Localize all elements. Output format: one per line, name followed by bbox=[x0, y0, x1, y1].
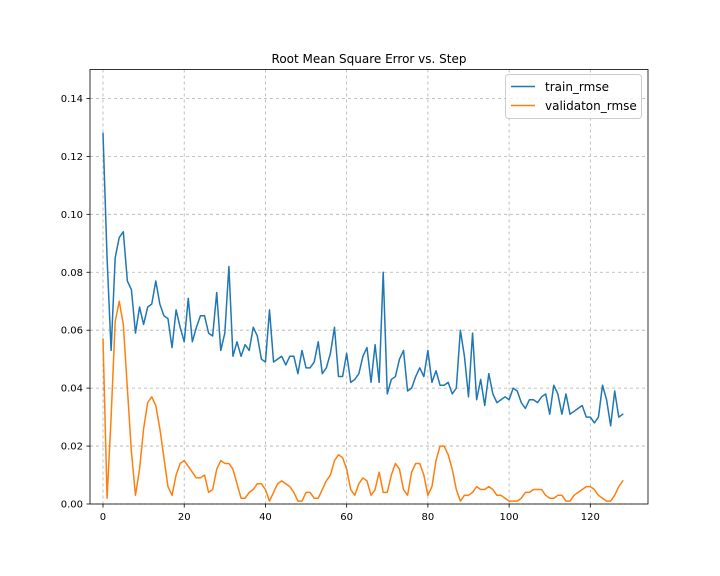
series-layer bbox=[102, 132, 624, 502]
y-tick-label: 0.14 bbox=[61, 94, 83, 105]
x-tick-label: 0 bbox=[100, 512, 106, 523]
legend-label-validation-rmse: validaton_rmse bbox=[545, 99, 637, 113]
y-tick-label: 0.10 bbox=[61, 210, 83, 221]
x-tick-label: 100 bbox=[500, 512, 519, 523]
y-tick-label: 0.04 bbox=[61, 384, 83, 395]
x-tick-label: 60 bbox=[340, 512, 353, 523]
x-tick-label: 40 bbox=[259, 512, 272, 523]
plot-area bbox=[90, 69, 648, 504]
legend-box bbox=[505, 74, 642, 119]
legend-label-train-rmse: train_rmse bbox=[545, 80, 609, 94]
legend: train_rmse validaton_rmse bbox=[505, 74, 642, 119]
plot-frame bbox=[89, 69, 649, 505]
series-line-validaton-rmse bbox=[102, 300, 624, 502]
x-tick-label: 80 bbox=[422, 512, 435, 523]
chart-title: Root Mean Square Error vs. Step bbox=[272, 52, 467, 66]
series-line-train-rmse bbox=[102, 132, 624, 427]
y-tick-label: 0.02 bbox=[61, 442, 83, 453]
y-tick-label: 0.08 bbox=[61, 268, 83, 279]
y-tick-label: 0.12 bbox=[61, 152, 83, 163]
x-tick-label: 20 bbox=[178, 512, 191, 523]
x-tick-label: 120 bbox=[581, 512, 600, 523]
tick-layer: 0 20 40 60 80 100 120 0.00 0.02 0.04 0.06 0.08 0.10 0… bbox=[61, 94, 600, 523]
y-tick-label: 0.00 bbox=[61, 500, 83, 511]
y-tick-label: 0.06 bbox=[61, 326, 83, 337]
